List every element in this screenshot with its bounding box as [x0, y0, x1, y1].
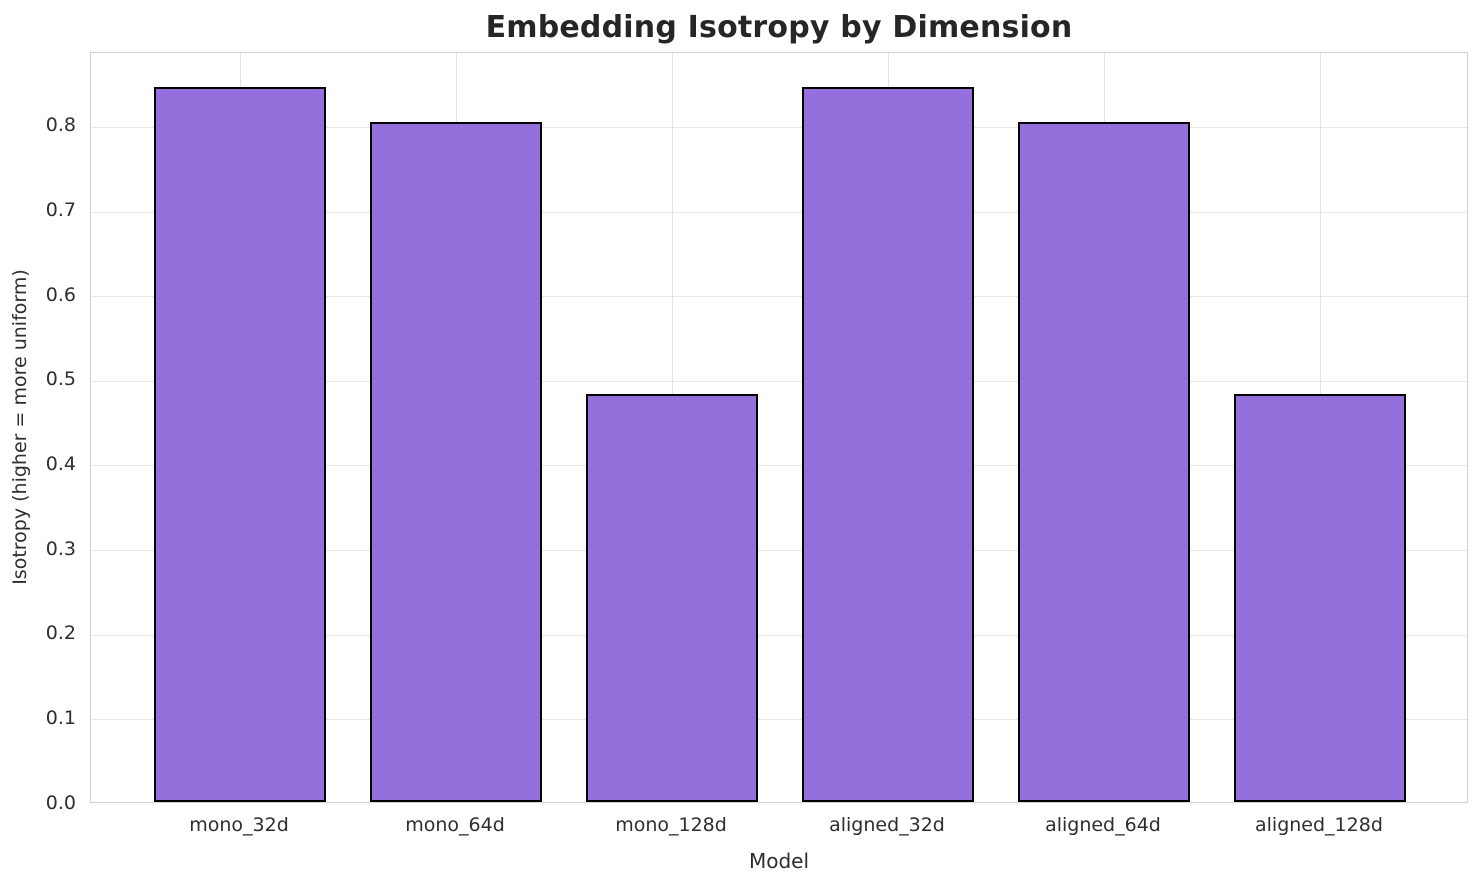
y-tick-label: 0.5: [45, 368, 76, 391]
h-gridline: [91, 211, 1467, 213]
y-tick-label: 0.4: [45, 452, 76, 475]
bar-aligned_64d: [1017, 122, 1191, 802]
h-gridline: [91, 296, 1467, 298]
x-tick-label: mono_64d: [405, 814, 505, 836]
x-tick-label: aligned_128d: [1255, 814, 1383, 836]
x-tick-label: aligned_64d: [1045, 814, 1161, 836]
bar-mono_64d: [369, 122, 543, 802]
h-gridline: [91, 380, 1467, 382]
y-tick-label: 0.8: [45, 114, 76, 137]
bar-mono_32d: [153, 86, 327, 802]
x-tick-label: mono_128d: [615, 814, 727, 836]
x-tick-label: mono_32d: [189, 814, 289, 836]
y-tick-label: 0.6: [45, 283, 76, 306]
chart-title: Embedding Isotropy by Dimension: [485, 10, 1073, 45]
bar-aligned_32d: [801, 86, 975, 802]
h-gridline: [91, 550, 1467, 552]
y-tick-label: 0.2: [45, 622, 76, 645]
h-gridline: [91, 126, 1467, 128]
y-tick-label: 0.7: [45, 199, 76, 222]
x-axis-label: Model: [748, 849, 810, 873]
y-tick-label: 0.1: [45, 706, 76, 729]
bar-mono_128d: [585, 394, 759, 802]
h-gridline: [91, 465, 1467, 467]
plot-area: [90, 52, 1468, 803]
y-tick-label: 0.3: [45, 537, 76, 560]
y-axis-label: Isotropy (higher = more uniform): [9, 269, 31, 585]
bar-aligned_128d: [1233, 394, 1407, 802]
y-tick-label: 0.0: [45, 791, 76, 814]
h-gridline: [91, 634, 1467, 636]
x-tick-label: aligned_32d: [829, 814, 945, 836]
h-gridline: [91, 719, 1467, 721]
